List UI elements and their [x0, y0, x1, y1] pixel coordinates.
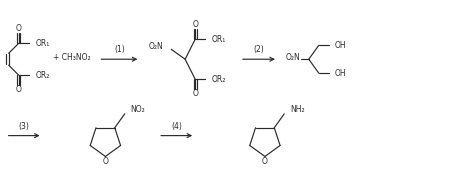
Text: OH: OH — [335, 69, 346, 78]
Text: (3): (3) — [19, 122, 30, 131]
Text: NH₂: NH₂ — [290, 105, 305, 114]
Text: NO₂: NO₂ — [131, 105, 145, 114]
Text: OH: OH — [335, 41, 346, 50]
Text: (4): (4) — [171, 122, 182, 131]
Text: O₂N: O₂N — [149, 42, 163, 51]
Text: + CH₃NO₂: + CH₃NO₂ — [52, 53, 90, 62]
Text: (1): (1) — [114, 45, 125, 54]
Text: O₂N: O₂N — [286, 53, 301, 62]
Text: OR₂: OR₂ — [35, 71, 50, 80]
Text: OR₁: OR₁ — [212, 35, 226, 44]
Text: O: O — [192, 20, 198, 29]
Text: (2): (2) — [253, 45, 264, 54]
Text: O: O — [262, 157, 268, 166]
Text: O: O — [192, 89, 198, 98]
Text: O: O — [16, 24, 22, 33]
Text: O: O — [16, 85, 22, 94]
Text: OR₁: OR₁ — [35, 39, 50, 48]
Text: OR₂: OR₂ — [212, 75, 227, 84]
Text: O: O — [102, 157, 108, 166]
